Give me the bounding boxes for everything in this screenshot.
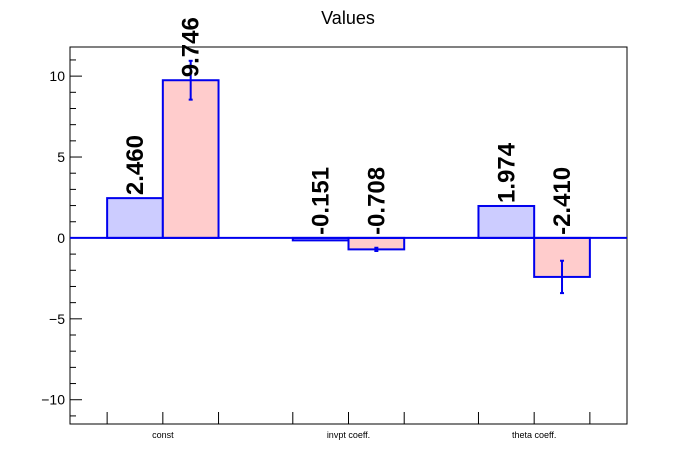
y-tick-label: 0 xyxy=(57,230,65,246)
data-label: -0.708 xyxy=(363,167,390,235)
bars-layer xyxy=(70,59,627,295)
x-axis: const invpt coeff. theta coeff. xyxy=(106,412,591,440)
x-category-label: const xyxy=(152,430,174,440)
bar xyxy=(161,79,220,239)
data-label: 9.746 xyxy=(178,17,205,77)
bar xyxy=(477,204,536,239)
chart-title: Values xyxy=(321,8,375,28)
y-tick-label: −5 xyxy=(49,311,65,327)
data-labels-layer: 2.460 9.746 -0.151 -0.708 1.974 -2.410 xyxy=(122,17,576,235)
y-axis: −10 −5 0 5 10 xyxy=(41,59,82,417)
y-tick-label: 10 xyxy=(49,68,65,84)
data-label: -2.410 xyxy=(549,167,576,235)
data-label: 1.974 xyxy=(493,142,520,203)
data-label: 2.460 xyxy=(122,135,149,195)
data-label: -0.151 xyxy=(308,167,335,235)
y-tick-label: 5 xyxy=(57,149,65,165)
x-category-label: theta coeff. xyxy=(512,430,556,440)
x-category-label: invpt coeff. xyxy=(327,430,370,440)
bar xyxy=(106,197,164,239)
y-tick-label: −10 xyxy=(41,392,65,408)
